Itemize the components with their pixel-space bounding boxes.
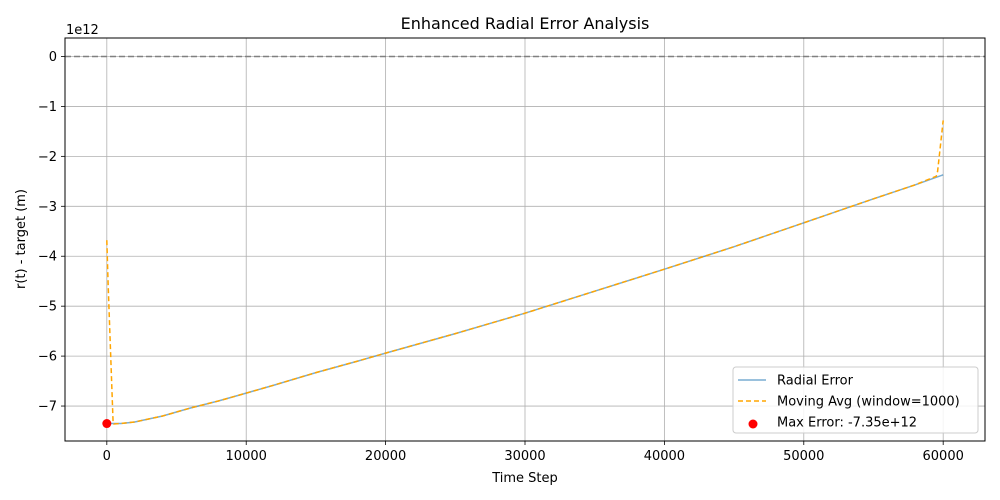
y-tick-label: −1 [38, 100, 57, 115]
x-tick-label: 30000 [504, 449, 545, 464]
y-tick-label: −6 [38, 350, 57, 365]
legend-label-max-error: Max Error: -7.35e+12 [777, 416, 917, 431]
y-tick-label: −4 [38, 250, 57, 265]
chart-title: Enhanced Radial Error Analysis [401, 14, 650, 33]
series-group [106, 120, 944, 425]
x-axis-ticks: 0 10000 20000 30000 40000 50000 60000 [103, 441, 964, 464]
y-axis-title: r(t) - target (m) [14, 189, 29, 289]
y-axis-offset-label: 1e12 [66, 23, 99, 38]
marker-group [102, 419, 112, 429]
legend-label-radial-error: Radial Error [777, 374, 854, 389]
y-tick-label: −2 [38, 150, 57, 165]
x-axis-title: Time Step [491, 471, 558, 486]
legend: Radial Error Moving Avg (window=1000) Max … [732, 366, 979, 434]
x-tick-label: 50000 [783, 449, 824, 464]
legend-swatch-max-error [748, 419, 758, 429]
grid [65, 38, 985, 441]
legend-box [732, 366, 979, 434]
x-tick-label: 10000 [226, 449, 267, 464]
y-tick-label: −5 [38, 300, 57, 315]
y-tick-label: −7 [38, 400, 57, 415]
x-tick-label: 0 [103, 449, 111, 464]
y-tick-label: 0 [49, 50, 57, 65]
legend-label-moving-average: Moving Avg (window=1000) [777, 395, 960, 410]
y-tick-label: −3 [38, 200, 57, 215]
y-axis-ticks: 0 −1 −2 −3 −4 −5 −6 −7 [38, 50, 65, 415]
x-tick-label: 60000 [923, 449, 964, 464]
max-error-marker [102, 419, 112, 429]
x-tick-label: 20000 [365, 449, 406, 464]
x-tick-label: 40000 [644, 449, 685, 464]
moving-average-line [106, 120, 944, 425]
